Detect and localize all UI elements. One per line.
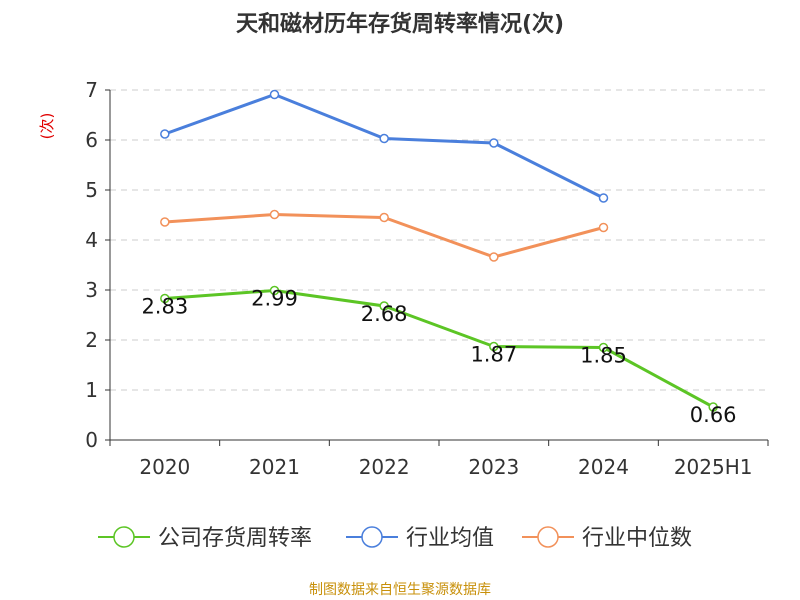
- legend-marker: [361, 526, 383, 548]
- data-point: [379, 301, 389, 311]
- data-point: [598, 342, 609, 353]
- series-line-1: [164, 93, 605, 200]
- chart-title: 天和磁材历年存货周转率情况(次): [235, 12, 565, 37]
- x-tick-label: 2024: [578, 455, 629, 479]
- data-labels: 2.83 2.99 2.68 1.87 1.85 0.66: [141, 287, 736, 428]
- gridlines: [110, 89, 768, 391]
- data-point: [379, 212, 389, 223]
- data-point: [269, 209, 280, 220]
- data-point: [708, 402, 718, 412]
- legend-label: 公司存货周转率: [158, 526, 312, 551]
- legend-label: 行业中位数: [582, 526, 692, 551]
- data-label: 2.83: [141, 295, 188, 319]
- data-point: [379, 133, 389, 144]
- legend-item[interactable]: 行业中位数: [522, 526, 692, 551]
- data-point: [160, 217, 170, 227]
- data-point: [160, 293, 170, 304]
- data-label: 1.85: [580, 344, 627, 368]
- y-tick-label: 0: [85, 428, 98, 452]
- data-point: [160, 129, 170, 139]
- legend: 公司存货周转率 行业均值 行业中位数: [98, 526, 692, 551]
- x-tick-label: 2020: [139, 455, 190, 479]
- data-point: [489, 138, 499, 148]
- x-tick-label: 2023: [468, 455, 519, 479]
- data-point: [269, 285, 280, 296]
- y-tick-label: 1: [85, 378, 98, 402]
- y-tick-label: 3: [85, 278, 98, 302]
- data-point: [598, 222, 609, 233]
- y-tick-label: 2: [85, 328, 98, 352]
- legend-item[interactable]: 行业均值: [346, 526, 494, 551]
- y-tick-label: 6: [85, 128, 98, 152]
- x-tick-label: 2021: [249, 455, 300, 479]
- y-axis-label: (次): [38, 113, 56, 140]
- y-tick-label: 4: [85, 228, 98, 252]
- source-note: 制图数据来自恒生聚源数据库: [309, 582, 491, 598]
- legend-marker: [537, 526, 559, 548]
- data-point: [489, 341, 499, 352]
- legend-item[interactable]: 公司存货周转率: [98, 526, 312, 551]
- y-tick-label: 7: [85, 78, 98, 102]
- data-point: [269, 89, 280, 100]
- data-label: 0.66: [690, 403, 737, 427]
- series-lines: [160, 89, 718, 412]
- series-line-0: [164, 289, 714, 409]
- y-tick-label: 5: [85, 178, 98, 202]
- data-point: [489, 252, 499, 262]
- legend-marker: [113, 526, 135, 548]
- data-label: 1.87: [470, 343, 517, 367]
- data-label: 2.68: [361, 302, 408, 326]
- data-label: 2.99: [251, 287, 298, 311]
- legend-label: 行业均值: [406, 526, 494, 551]
- axes: 0 1 2 3 4 5 6 7 2020 2021 2022 2023 2024 2025H1 (次): [38, 78, 769, 479]
- x-tick-label: 2022: [359, 455, 410, 479]
- x-tick-label: 2025H1: [674, 455, 753, 479]
- data-point: [598, 193, 609, 203]
